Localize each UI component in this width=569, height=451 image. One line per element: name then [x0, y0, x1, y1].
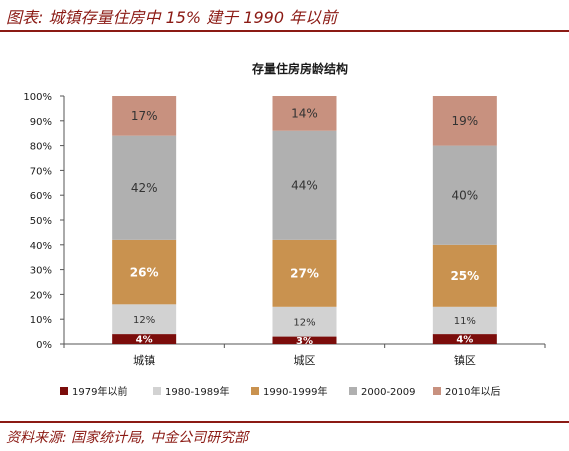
data-label: 12% [293, 317, 315, 328]
y-tick-label: 80% [30, 142, 52, 153]
data-label: 26% [130, 265, 159, 279]
title-divider [0, 30, 569, 32]
source-note: 资料来源: 国家统计局, 中金公司研究部 [6, 430, 249, 446]
data-label: 3% [296, 336, 313, 347]
bar-segment [432, 96, 497, 146]
data-label: 19% [451, 114, 478, 128]
data-label: 14% [291, 107, 318, 121]
x-category-label: 城区 [294, 354, 316, 367]
legend-label: 2010年以后 [445, 385, 500, 398]
legend-swatch [433, 387, 441, 395]
bar-segment [432, 145, 497, 245]
y-tick-label: 40% [30, 241, 52, 252]
data-label: 12% [133, 315, 155, 326]
bar-segment [432, 244, 497, 307]
data-label: 42% [131, 181, 158, 195]
bar-segment [272, 306, 337, 337]
y-tick-label: 20% [30, 290, 52, 301]
y-tick-label: 10% [30, 315, 52, 326]
bar-segment [112, 239, 177, 305]
y-tick-label: 90% [30, 117, 52, 128]
data-label: 44% [291, 179, 318, 193]
legend-swatch [60, 387, 68, 395]
bar-segment [272, 336, 337, 344]
y-tick-label: 50% [30, 216, 52, 227]
data-label: 4% [456, 335, 473, 346]
x-category-label: 镇区 [454, 353, 476, 367]
data-label: 40% [451, 189, 478, 203]
bar-segment [432, 334, 497, 344]
bar-segment [112, 334, 177, 344]
y-tick-label: 100% [23, 92, 52, 103]
plot-area: 0% 10% 20% 30% 40% 50% 60% 70% 80% 90% 100% 4% 12% 26… [23, 92, 546, 367]
figure-title: 图表: 城镇存量住房中 15% 建于 1990 年以前 [6, 8, 338, 27]
y-tick-label: 30% [30, 266, 52, 277]
bar-segment [432, 306, 497, 335]
bar-segment [272, 239, 337, 307]
y-tick-label: 70% [30, 166, 52, 177]
legend-swatch [153, 387, 161, 395]
chart-title: 存量住房房龄结构 [251, 61, 348, 76]
bar-segment [272, 130, 337, 240]
data-label: 11% [454, 316, 476, 327]
data-label: 4% [136, 335, 153, 346]
data-label: 25% [450, 269, 479, 283]
x-category-label: 城镇 [133, 353, 155, 367]
legend-swatch [251, 387, 259, 395]
footer-divider [0, 421, 569, 423]
legend-label: 2000-2009 [361, 387, 416, 398]
y-tick-label: 0% [36, 340, 52, 351]
legend-label: 1990-1999年 [263, 385, 328, 398]
legend-label: 1979年以前 [72, 385, 127, 398]
bar-segment [112, 304, 177, 335]
data-label: 17% [131, 109, 158, 123]
y-tick-label: 60% [30, 191, 52, 202]
legend-swatch [349, 387, 357, 395]
chart-legend: 1979年以前 1980-1989年 1990-1999年 2000-2009 2010… [60, 385, 500, 398]
bar-segment [112, 135, 177, 240]
data-label: 27% [290, 267, 319, 281]
legend-label: 1980-1989年 [165, 385, 230, 398]
bar-segment [112, 96, 177, 136]
bar-segment [272, 96, 337, 131]
